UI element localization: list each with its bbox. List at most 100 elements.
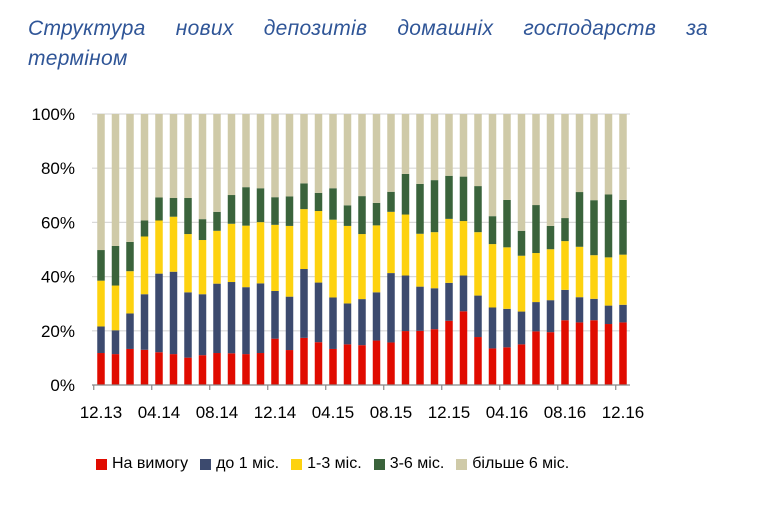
bar-segment: [401, 173, 410, 215]
bar-segment: [314, 114, 323, 193]
bar-segment: [213, 353, 221, 385]
bar-segment: [155, 197, 163, 221]
x-tick-label: 12.16: [602, 403, 645, 422]
bar-segment: [416, 330, 424, 385]
bar-segment: [126, 348, 134, 385]
bar-segment: [561, 289, 569, 321]
bar-segment: [604, 194, 613, 258]
bar-segment: [401, 114, 410, 174]
bar-segment: [111, 354, 120, 385]
bar-segment: [184, 292, 192, 358]
y-tick-label: 20%: [41, 322, 75, 341]
bar-segment: [140, 294, 149, 350]
bar-segment: [488, 114, 497, 217]
bar-segment: [517, 114, 526, 231]
bar-segment: [271, 290, 279, 339]
x-tick-label: 08.15: [370, 403, 413, 422]
bar-segment: [561, 320, 569, 385]
bar-segment: [314, 282, 323, 343]
bar-segment: [546, 249, 555, 301]
bar-segment: [575, 297, 584, 323]
bar-segment: [532, 253, 540, 303]
bar-segment: [111, 285, 120, 331]
bar-segment: [459, 311, 468, 385]
legend-item: більше 6 міс.: [456, 455, 569, 473]
bar-segment: [155, 352, 163, 385]
bar-segment: [314, 211, 323, 283]
bar-segment: [517, 230, 526, 256]
bar-segment: [184, 114, 192, 199]
bar-segment: [604, 257, 613, 306]
bar-segment: [401, 214, 410, 276]
bar-segment: [372, 292, 381, 341]
bar-segment: [532, 205, 540, 254]
x-tick-label: 12.15: [428, 403, 471, 422]
y-tick-label: 40%: [41, 268, 75, 287]
bar-segment: [503, 199, 511, 248]
bar-segment: [503, 247, 511, 309]
bar-segment: [459, 275, 468, 312]
bar-segment: [503, 347, 511, 385]
chart-title: Структура нових депозитів домашніх госпо…: [28, 17, 708, 70]
bar-segment: [372, 225, 381, 293]
bar-segment: [488, 348, 497, 385]
bar-segment: [546, 114, 555, 226]
bar-segment: [169, 271, 178, 355]
bar-segment: [604, 324, 613, 385]
bar-segment: [285, 114, 294, 197]
bar-segment: [445, 320, 453, 385]
bar-segment: [358, 114, 366, 197]
bar-segment: [155, 220, 163, 274]
bar-segment: [227, 195, 236, 224]
bar-segment: [198, 219, 207, 241]
x-tick-label: 04.14: [138, 403, 181, 422]
bar-segment: [387, 191, 395, 212]
bar-segment: [619, 254, 627, 305]
bar-segment: [619, 199, 627, 255]
bar-segment: [227, 114, 236, 196]
bar-segment: [140, 114, 149, 221]
bar-segment: [488, 216, 497, 245]
bar-segment: [372, 340, 381, 385]
bar-segment: [387, 273, 395, 343]
bar-segment: [604, 114, 613, 195]
bar-segment: [329, 297, 337, 349]
bar-segment: [575, 322, 584, 385]
bar-segment: [561, 241, 569, 290]
bar-segment: [532, 114, 540, 206]
bar-segment: [575, 246, 584, 298]
bar-segment: [285, 225, 294, 297]
bar-segment: [155, 273, 163, 353]
bar-segment: [445, 282, 453, 321]
bar-segment: [459, 176, 468, 222]
bar-segment: [242, 225, 250, 288]
bar-segment: [474, 232, 482, 296]
bar-segment: [445, 114, 453, 176]
bar-segment: [488, 307, 497, 349]
bar-segment: [126, 241, 134, 272]
bar-segment: [445, 218, 453, 283]
bar-segment: [430, 180, 439, 233]
bar-segment: [546, 332, 555, 385]
bar-segment: [358, 299, 366, 346]
bar-segment: [271, 224, 279, 291]
bar-segment: [256, 114, 265, 189]
bar-segment: [256, 283, 265, 354]
bar-segment: [198, 355, 207, 385]
bar-segment: [401, 331, 410, 385]
legend-label: більше 6 міс.: [472, 455, 570, 472]
bar-segment: [169, 198, 178, 217]
legend-swatch: [291, 458, 303, 470]
bar-segment: [271, 197, 279, 225]
y-tick-label: 100%: [32, 105, 75, 124]
bar-segment: [503, 308, 511, 348]
bar-segment: [213, 230, 221, 284]
bar-segment: [256, 353, 265, 385]
bar-segment: [169, 354, 178, 385]
bar-segment: [517, 344, 526, 385]
bar-segment: [416, 286, 424, 331]
legend-item: На вимогу: [96, 455, 188, 473]
bar-segment: [546, 300, 555, 333]
bar-segment: [227, 223, 236, 283]
